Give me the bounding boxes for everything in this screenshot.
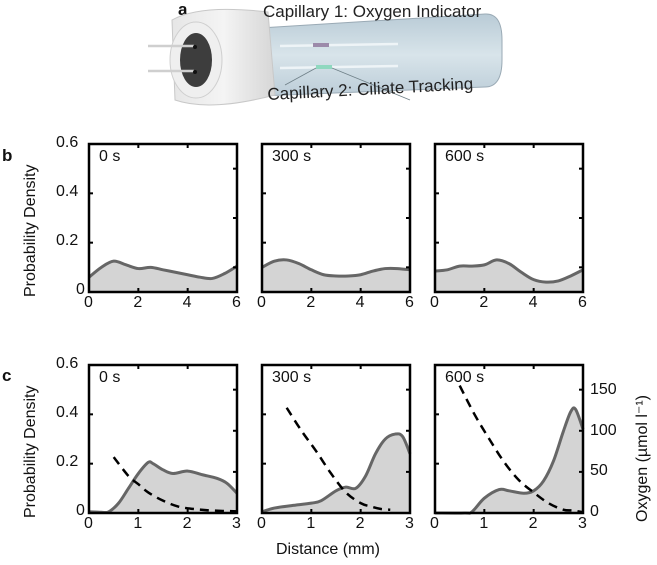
oxygen-dashed-line	[112, 456, 238, 513]
x-tick-label: 2	[306, 294, 316, 311]
time-label: 0 s	[99, 148, 121, 165]
oxygen-indicator-spot	[313, 43, 329, 47]
c-ytick-right-150: 150	[590, 381, 617, 398]
c-ytick-0.4: 0.4	[56, 404, 79, 421]
density-line	[261, 432, 412, 514]
time-label: 300 s	[272, 148, 312, 165]
x-tick-label: 2	[355, 515, 365, 532]
plot-c-300s	[260, 363, 412, 515]
x-tick-label: 3	[232, 515, 241, 532]
density-line	[434, 258, 584, 284]
x-tick-label: 3	[578, 515, 587, 532]
capillary-1-label: Capillary 1: Oxygen Indicator	[263, 2, 482, 21]
density-line	[434, 406, 585, 515]
time-label: 0 s	[99, 369, 121, 386]
oxygen-dashed-line	[458, 384, 584, 514]
x-tick-label: 0	[84, 515, 93, 532]
x-tick-label: 3	[405, 515, 414, 532]
density-area	[435, 407, 583, 514]
time-label: 600 s	[445, 148, 485, 165]
c-ytick-right-100: 100	[590, 422, 617, 439]
b-ytick-0: 0	[76, 281, 85, 298]
x-tick-label: 6	[405, 294, 414, 311]
time-label: 600 s	[445, 369, 485, 386]
panel-c-ylabel: Probability Density	[22, 385, 39, 519]
x-tick-label: 1	[306, 515, 316, 532]
plot-b-600s	[433, 142, 585, 294]
plot-c-0s	[87, 363, 239, 515]
x-tick-label: 0	[84, 294, 93, 311]
x-tick-label: 2	[479, 294, 489, 311]
panel-b-ylabel: Probability Density	[22, 164, 39, 298]
x-tick-label: 1	[479, 515, 489, 532]
density-line	[88, 460, 239, 515]
oxygen-dashed-line	[285, 407, 391, 511]
x-tick-label: 6	[578, 294, 587, 311]
density-area	[435, 259, 583, 292]
plot-b-300s	[260, 142, 412, 294]
axes-frame	[433, 363, 585, 515]
panel-c-xlabel: Distance (mm)	[276, 541, 381, 558]
plot-c-600s	[433, 363, 585, 515]
x-tick-label: 0	[430, 294, 439, 311]
c-ytick-right-50: 50	[590, 462, 608, 479]
c-ytick-right-0: 0	[590, 503, 599, 520]
c-ytick-0.2: 0.2	[56, 453, 79, 470]
x-tick-label: 0	[257, 294, 266, 311]
x-tick-label: 2	[182, 515, 192, 532]
axes-frame	[260, 363, 412, 515]
c-ytick-0.6: 0.6	[56, 355, 79, 372]
x-tick-label: 2	[528, 515, 538, 532]
density-area	[262, 433, 410, 513]
b-ytick-0.4: 0.4	[56, 183, 79, 200]
x-tick-label: 1	[133, 515, 143, 532]
x-tick-label: 0	[257, 515, 266, 532]
plot-b-0s	[87, 142, 239, 294]
x-tick-label: 4	[355, 294, 365, 311]
density-line	[261, 258, 411, 278]
axes-frame	[87, 363, 239, 515]
panel-b-letter: b	[2, 146, 13, 165]
capillary-device-illustration	[148, 8, 503, 106]
c-ytick-0: 0	[76, 502, 85, 519]
time-label: 300 s	[272, 369, 312, 386]
ciliate-tracking-spot	[316, 65, 332, 69]
x-tick-label: 2	[133, 294, 143, 311]
density-line	[88, 259, 238, 281]
x-tick-label: 4	[182, 294, 192, 311]
x-tick-label: 4	[528, 294, 538, 311]
b-ytick-0.2: 0.2	[56, 232, 79, 249]
panel-a-letter: a	[178, 0, 188, 19]
x-tick-label: 0	[430, 515, 439, 532]
panel-c-letter: c	[2, 366, 12, 385]
b-ytick-0.6: 0.6	[56, 134, 79, 151]
x-tick-label: 6	[232, 294, 241, 311]
panel-c-ylabel-right: Oxygen (µmol l⁻¹)	[634, 394, 651, 522]
density-area	[89, 261, 237, 292]
density-area	[262, 259, 410, 292]
